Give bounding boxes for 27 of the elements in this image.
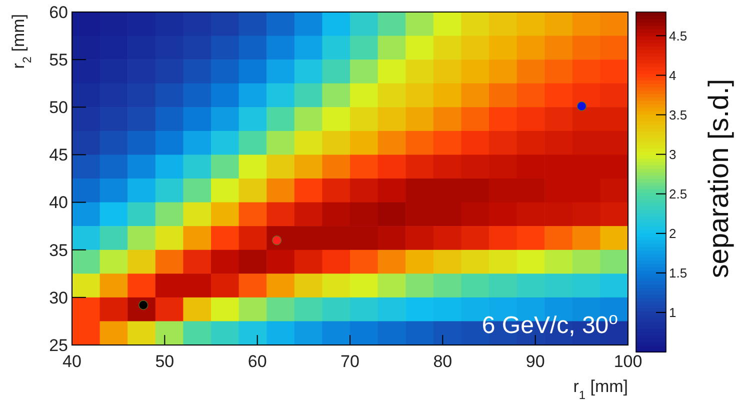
annotation: 6 GeV/c, 30$^{o}$ xyxy=(482,308,618,339)
color-bar-label: 2 xyxy=(669,226,676,241)
color-bar-label: 1.5 xyxy=(669,265,688,280)
y-tick-label: 25 xyxy=(49,336,68,355)
x-tick-label: 40 xyxy=(62,352,82,371)
y-tick-label: 35 xyxy=(49,240,68,260)
x-tick-label: 90 xyxy=(526,352,545,371)
color-bar-label: 2.5 xyxy=(669,186,688,202)
color-bar-label: 3.5 xyxy=(669,107,688,122)
y-tick-label: 45 xyxy=(49,146,68,165)
y-tick-label: 60 xyxy=(49,2,68,22)
x-tick-label: 60 xyxy=(248,352,267,371)
y-tick-label: 55 xyxy=(49,50,68,70)
x-tick-label: 80 xyxy=(433,352,452,371)
point xyxy=(576,101,586,111)
x-tick-label: 50 xyxy=(155,352,174,371)
color-bar-label: 4 xyxy=(669,68,676,83)
y-tick-label: 50 xyxy=(49,98,68,118)
x-tick-label: 70 xyxy=(340,352,360,371)
color-bar-label: 4.5 xyxy=(669,28,688,44)
color-bar-label: 1 xyxy=(669,305,676,320)
y-tick-label: 30 xyxy=(49,288,68,308)
x-axis-title: r$_{1}$ [mm] xyxy=(573,377,628,400)
y-tick-label: 40 xyxy=(49,193,68,212)
color-bar-label: 3 xyxy=(669,146,676,162)
x-tick-label: 100 xyxy=(614,352,642,371)
color-bar-title: separation [s.d.] xyxy=(703,78,734,278)
